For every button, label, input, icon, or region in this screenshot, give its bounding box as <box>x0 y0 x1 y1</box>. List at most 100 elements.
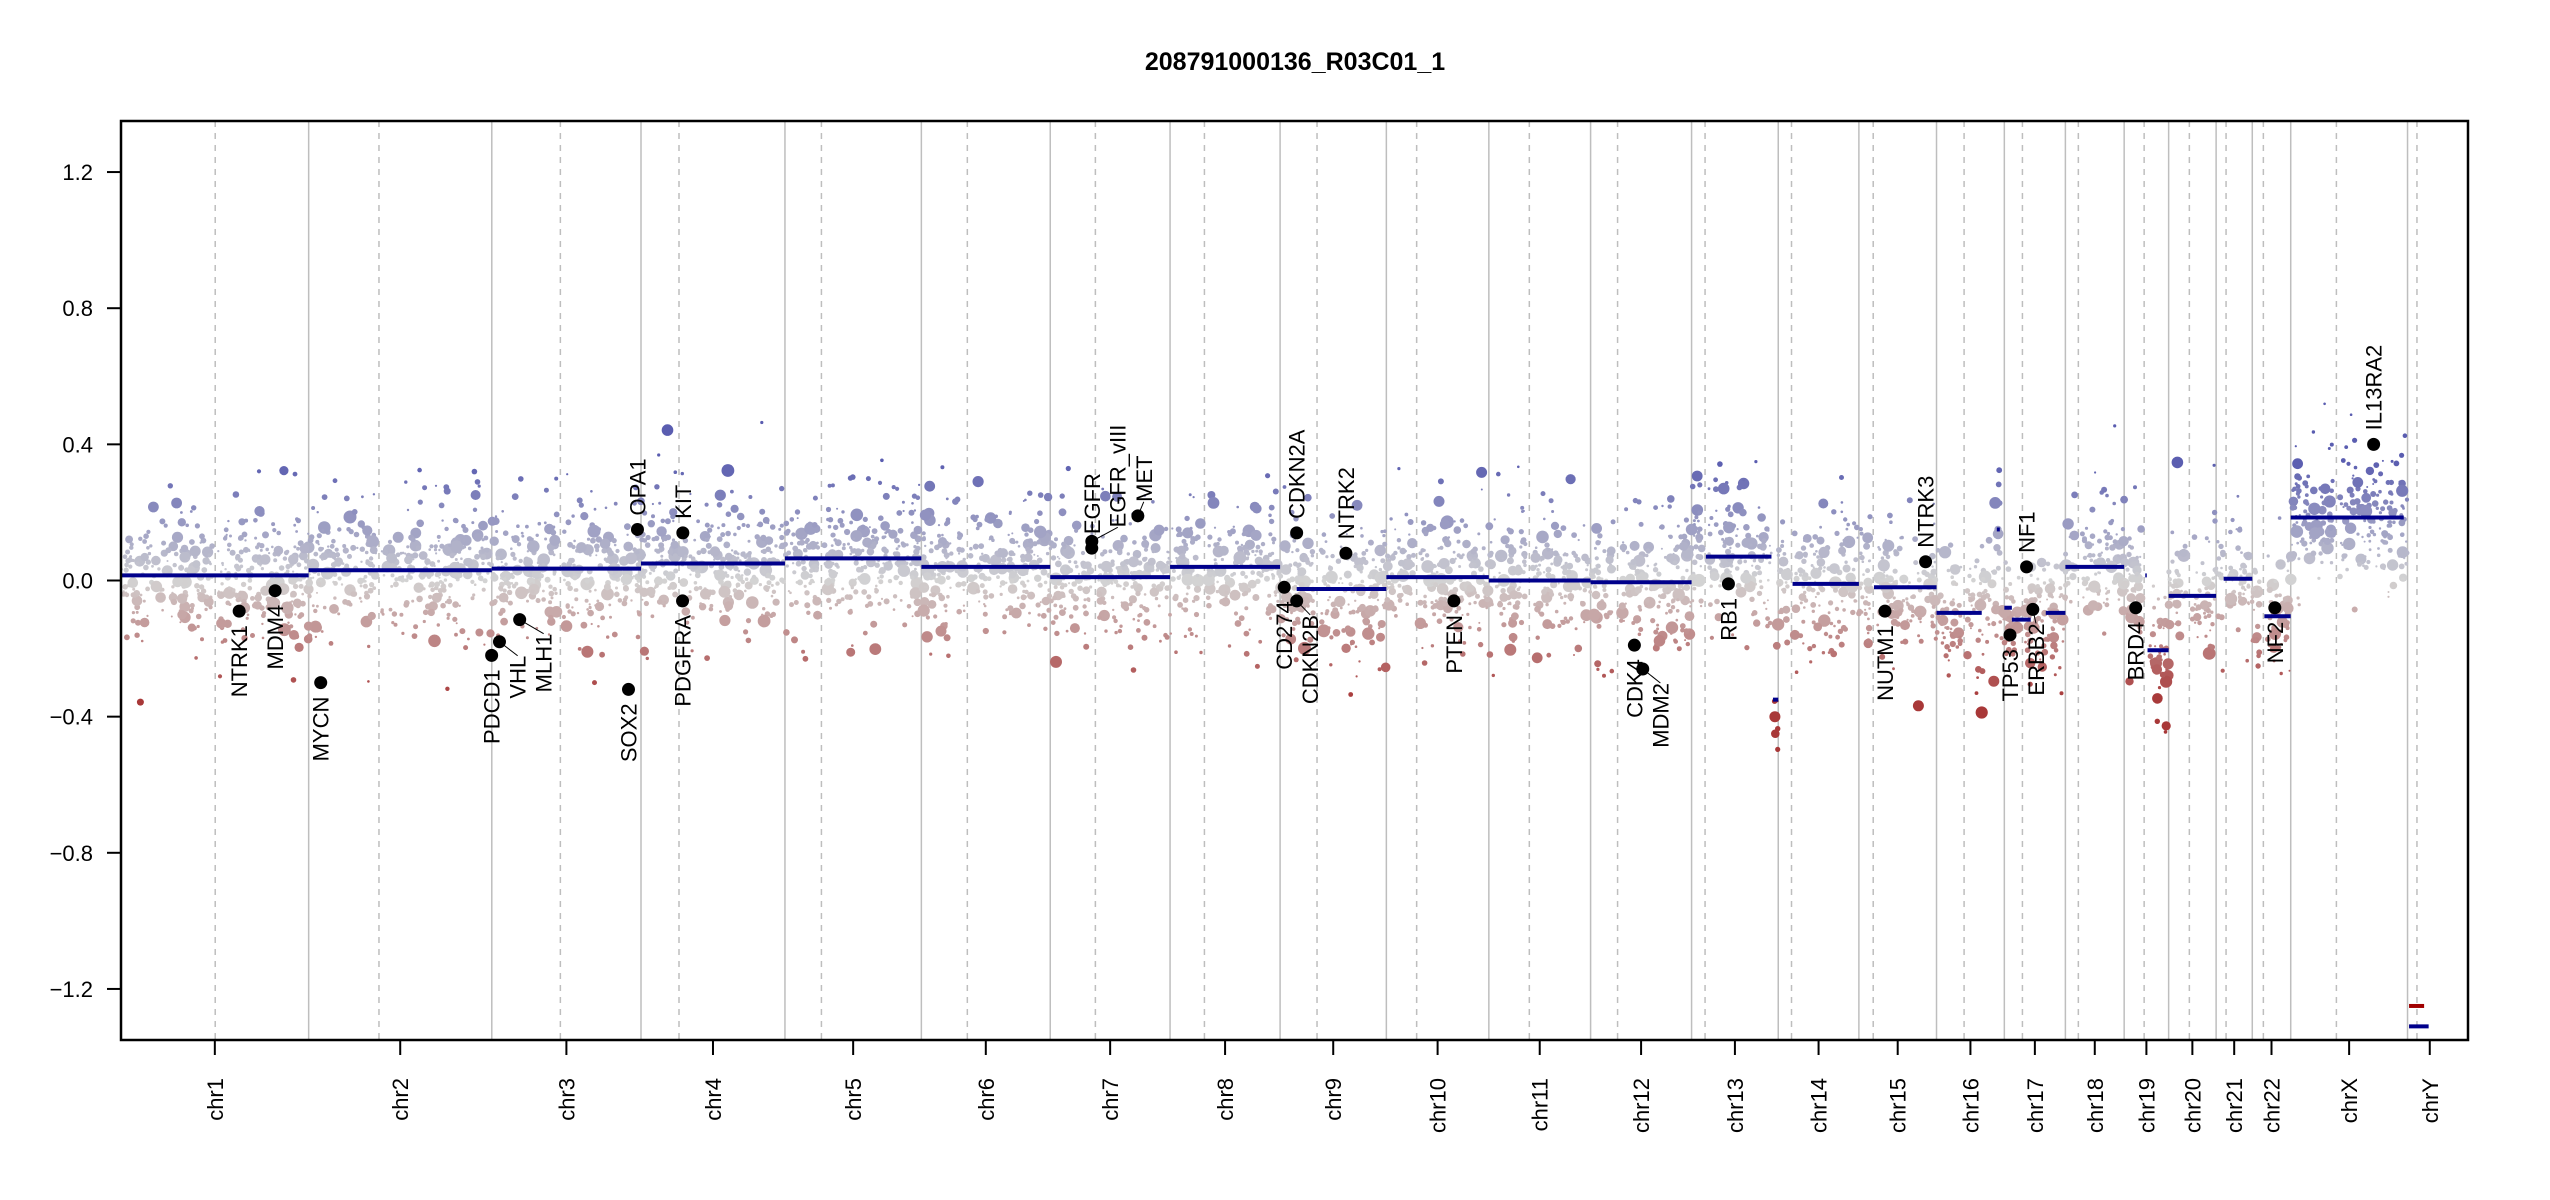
probe-point <box>2371 500 2379 507</box>
probe-point <box>908 509 915 516</box>
gene-point <box>314 676 328 690</box>
probe-point <box>1227 532 1233 537</box>
probe-point <box>2320 520 2327 526</box>
probe-point <box>595 548 600 553</box>
probe-point <box>2216 540 2220 544</box>
probe-point <box>2361 492 2372 503</box>
x-tick-label: chr11 <box>1528 1078 1553 1131</box>
probe-point <box>2176 573 2181 578</box>
probe-point <box>1486 651 1494 658</box>
probe-point <box>865 476 871 482</box>
probe-point <box>1886 599 1890 603</box>
probe-point <box>1993 544 2001 552</box>
probe-point <box>2327 498 2330 501</box>
gene-label: VHL <box>506 656 531 699</box>
probe-point <box>2378 471 2384 477</box>
probe-point <box>1374 565 1378 569</box>
probe-point <box>474 479 481 485</box>
probe-point <box>255 545 260 550</box>
probe-point <box>1100 552 1105 557</box>
probe-point <box>1840 599 1844 603</box>
probe-point <box>428 594 433 600</box>
probe-point <box>1374 544 1386 557</box>
probe-point <box>791 562 795 565</box>
probe-point <box>1251 549 1255 554</box>
probe-point <box>342 544 347 548</box>
probe-point <box>429 544 434 549</box>
probe-point <box>411 633 418 639</box>
probe-point <box>1505 594 1512 601</box>
probe-point <box>554 591 558 595</box>
probe-point <box>1970 592 1976 598</box>
probe-point <box>1653 635 1666 647</box>
probe-point <box>1207 571 1213 578</box>
probe-point <box>1043 626 1048 631</box>
probe-point <box>1421 560 1435 573</box>
probe-point <box>2162 658 2174 670</box>
probe-point <box>1376 632 1385 642</box>
probe-point <box>693 586 700 592</box>
probe-point <box>2283 638 2288 643</box>
probe-point <box>1002 630 1007 635</box>
probe-point <box>769 550 773 554</box>
probe-point <box>1037 613 1041 617</box>
probe-point <box>921 531 926 536</box>
probe-point <box>1430 600 1434 605</box>
probe-point <box>2125 677 2134 686</box>
probe-point <box>919 597 930 607</box>
probe-point <box>1072 604 1079 611</box>
probe-point <box>134 632 140 638</box>
probe-point <box>883 598 890 605</box>
probe-point <box>1182 527 1194 539</box>
probe-point <box>2241 585 2245 590</box>
probe-point <box>561 562 567 568</box>
probe-point <box>271 545 274 549</box>
probe-point <box>155 592 166 603</box>
y-tick-label: 0.0 <box>62 569 93 594</box>
probe-point <box>913 550 917 554</box>
probe-point <box>131 558 135 563</box>
probe-point <box>198 584 205 590</box>
probe-point <box>311 604 315 608</box>
probe-point <box>1292 620 1298 626</box>
probe-point <box>1730 574 1733 578</box>
probe-point <box>1811 643 1817 649</box>
probe-point <box>1268 518 1275 525</box>
probe-point <box>664 518 671 525</box>
probe-point <box>1550 521 1560 531</box>
probe-point <box>2326 525 2330 529</box>
probe-point <box>2039 658 2042 661</box>
probe-point <box>565 519 572 526</box>
probe-point <box>694 572 701 579</box>
probe-point <box>238 535 244 541</box>
probe-point <box>2100 551 2103 554</box>
gene-leader-line <box>519 619 544 635</box>
probe-point <box>1207 497 1220 509</box>
probe-point <box>2378 511 2382 515</box>
probe-point <box>337 527 342 532</box>
probe-point <box>943 603 948 608</box>
probe-point <box>830 483 835 488</box>
probe-point <box>1518 586 1521 589</box>
probe-point <box>1945 626 1950 630</box>
probe-point <box>662 537 666 541</box>
probe-point <box>1500 535 1510 545</box>
probe-point <box>982 611 988 617</box>
probe-point <box>1482 573 1485 576</box>
probe-point <box>2135 593 2146 604</box>
probe-point <box>1164 585 1171 591</box>
probe-point <box>1791 530 1798 537</box>
probe-point <box>1097 563 1103 569</box>
probe-point <box>1782 621 1784 624</box>
probe-point <box>1192 600 1196 603</box>
probe-point <box>1023 553 1033 562</box>
probe-point <box>1053 614 1059 620</box>
probe-point <box>2399 532 2405 537</box>
probe-point <box>1024 498 1027 502</box>
probe-point <box>2087 600 2099 611</box>
probe-point <box>2042 581 2047 585</box>
probe-point <box>2346 505 2352 511</box>
probe-point <box>812 495 818 501</box>
probe-point <box>1187 627 1193 632</box>
probe-point <box>351 585 354 588</box>
